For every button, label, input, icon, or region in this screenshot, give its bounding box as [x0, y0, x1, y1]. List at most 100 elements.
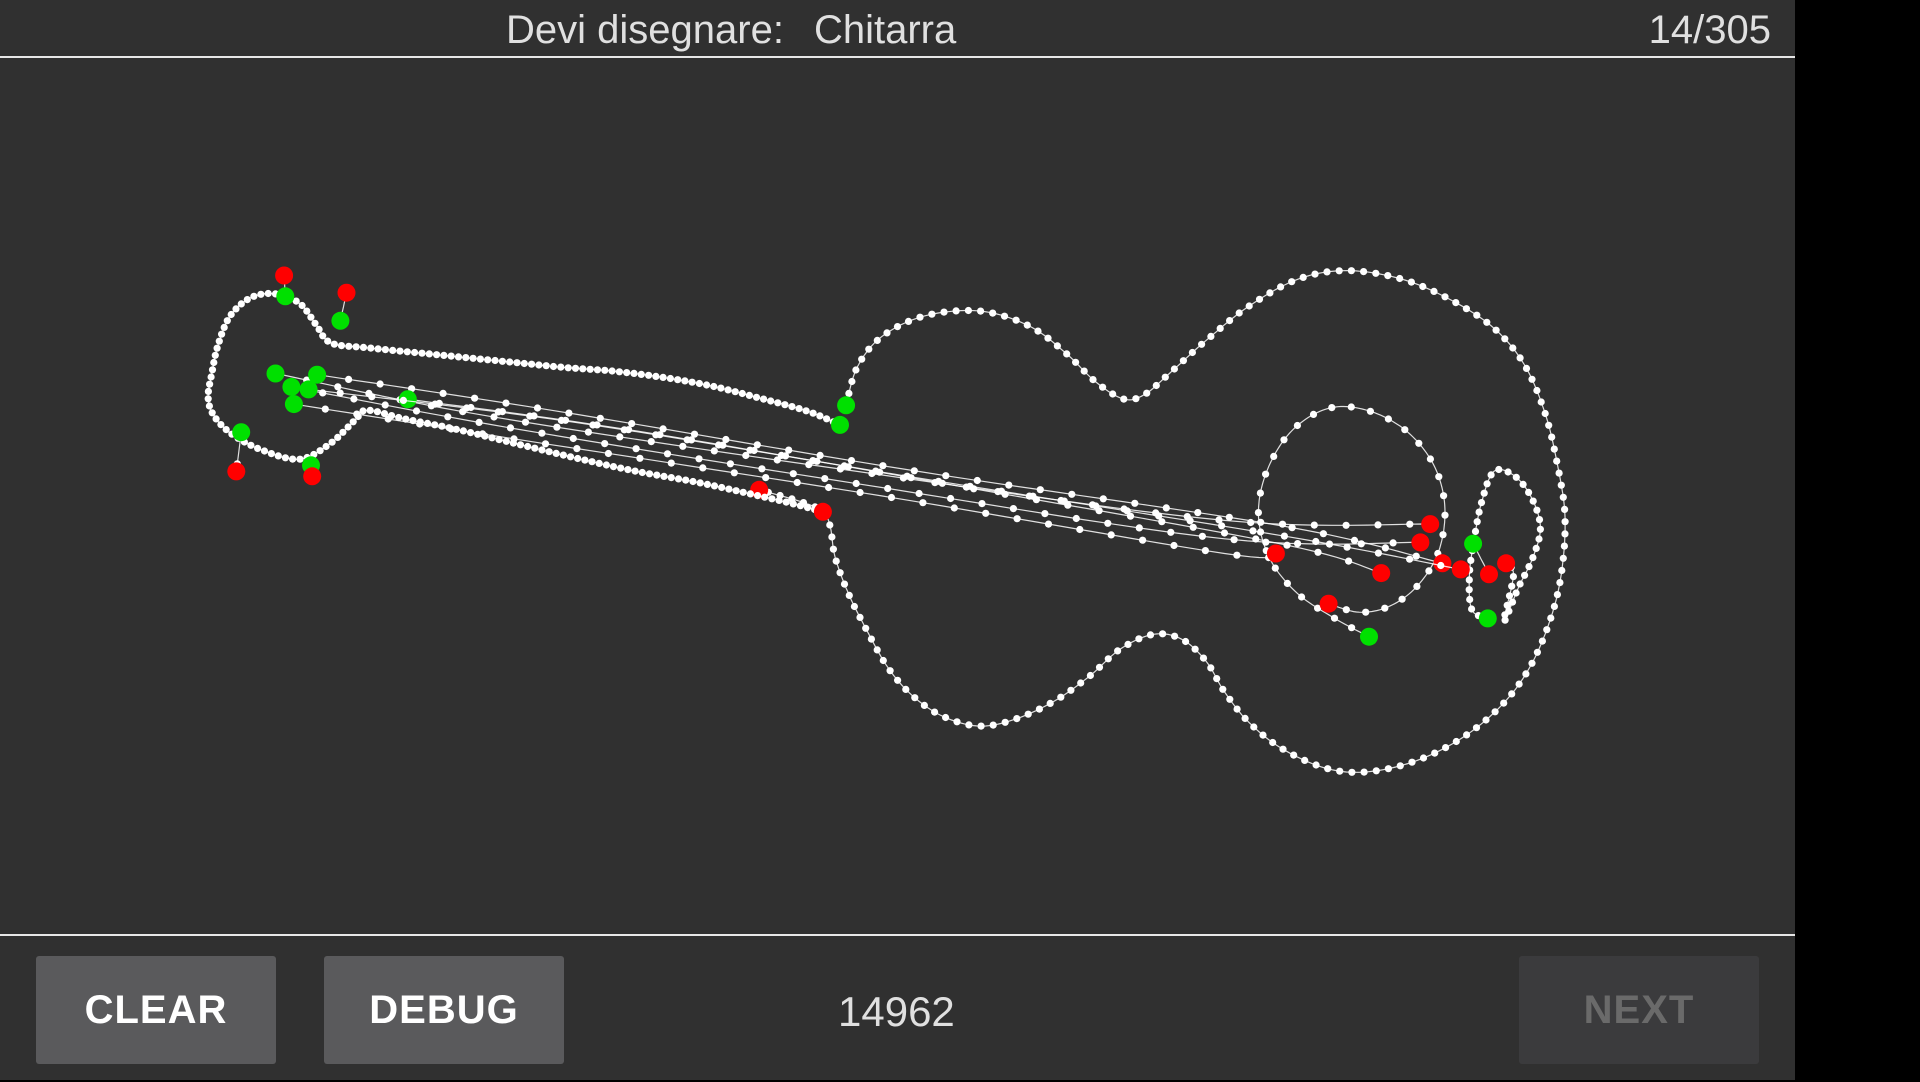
- stroke-neck-outline-point: [220, 323, 228, 331]
- stroke-string-4-point: [1170, 541, 1178, 550]
- stroke-neck-outline-point: [774, 399, 782, 407]
- stroke-body-upper-point: [1241, 714, 1249, 723]
- stroke-body-upper-point: [1561, 505, 1569, 513]
- stroke-bridge-point: [1466, 595, 1474, 604]
- stroke-string-6: [299, 380, 1470, 579]
- stroke-body-upper-point: [1023, 321, 1031, 329]
- stroke-string-10-end-marker: [303, 467, 322, 486]
- stroke-neck-outline-point: [222, 426, 230, 434]
- stroke-body-upper-point: [1182, 637, 1190, 646]
- stroke-string-1-point: [710, 447, 718, 455]
- stroke-sound-hole-point: [1398, 595, 1406, 603]
- stroke-body-upper-point: [904, 317, 913, 325]
- stroke-string-2-point: [1041, 510, 1049, 518]
- stroke-body-upper-point: [1279, 745, 1287, 753]
- stroke-body-upper-point: [902, 685, 910, 694]
- stroke-bridge-point: [1473, 518, 1481, 526]
- stroke-neck-outline-point: [516, 441, 525, 449]
- stroke-body-upper-point: [1013, 715, 1021, 723]
- stroke-body-upper-point: [1372, 767, 1380, 775]
- stroke-body-upper-point: [1543, 626, 1551, 634]
- stroke-body-upper-point: [989, 309, 997, 317]
- stroke-body-upper-point: [1558, 566, 1566, 575]
- stroke-neck-outline-point: [345, 342, 353, 350]
- stroke-string-6-point: [494, 408, 502, 416]
- stroke-neck-outline-point: [637, 370, 645, 378]
- stroke-string-1-point: [553, 423, 561, 431]
- stroke-body-upper-point: [1001, 718, 1009, 726]
- stroke-string-6-point: [368, 393, 376, 401]
- stroke-string-5-point: [1189, 523, 1197, 531]
- stroke-string-2-point: [726, 460, 735, 468]
- stroke-neck-outline-point: [260, 447, 269, 455]
- stroke-string-4-line: [293, 403, 1276, 559]
- stroke-sound-hole-point: [1314, 604, 1322, 612]
- stroke-body-upper-point: [1557, 481, 1565, 489]
- stroke-string-5-line: [407, 398, 1382, 574]
- stroke-string-3-point: [345, 375, 353, 383]
- stroke-neck-outline-point: [289, 455, 297, 463]
- stroke-sound-hole-point: [1413, 582, 1421, 591]
- stroke-body-upper-point: [1323, 268, 1331, 276]
- stroke-neck-outline-point: [703, 480, 712, 488]
- stroke-string-2-point: [569, 434, 577, 443]
- stroke-sound-hole-point: [1348, 624, 1356, 632]
- stroke-body-upper-point: [931, 708, 939, 716]
- stroke-body-upper-point: [1473, 311, 1481, 319]
- stroke-string-3-point: [816, 451, 824, 459]
- stroke-body-upper-point: [1124, 640, 1132, 649]
- stroke-neck-outline-point: [608, 367, 616, 375]
- stroke-string-6-point: [934, 477, 943, 485]
- stroke-neck-outline-point: [667, 474, 675, 482]
- stroke-string-6-point: [683, 436, 691, 444]
- stroke-string-5-point: [1126, 512, 1135, 520]
- stroke-body-upper-point: [1120, 395, 1128, 403]
- stroke-body-upper-point: [989, 721, 997, 729]
- drawing-svg[interactable]: [0, 58, 1795, 934]
- stroke-bridge: [1465, 465, 1544, 628]
- stroke-neck-outline-point: [752, 393, 761, 401]
- stroke-neck-outline-point: [688, 378, 696, 386]
- stroke-neck-outline-point: [324, 337, 332, 345]
- stroke-neck-outline-point: [630, 369, 638, 377]
- stroke-string-4-point: [1044, 520, 1053, 528]
- stroke-neck-outline-point: [645, 371, 653, 379]
- stroke-string-6-point: [1123, 507, 1131, 515]
- stroke-string-6-point: [1029, 492, 1037, 500]
- stroke-neck-outline-point: [403, 348, 411, 356]
- stroke-string-6-point: [715, 441, 723, 449]
- stroke-neck-outline-point: [316, 447, 324, 455]
- stroke-string-4-point: [887, 493, 896, 502]
- stroke-body-upper-point: [1561, 518, 1569, 526]
- stroke-body-upper-point: [1555, 469, 1563, 477]
- stroke-neck-outline-point: [520, 359, 528, 368]
- stroke-neck-outline-point: [746, 490, 755, 498]
- stroke-neck-outline-point: [782, 498, 790, 506]
- stroke-body-upper-point: [1533, 386, 1541, 395]
- stroke-body-upper-point: [1089, 376, 1097, 384]
- stroke-string-3-line: [317, 374, 1443, 564]
- debug-button[interactable]: DEBUG: [324, 956, 564, 1064]
- stroke-body-upper-point: [1556, 579, 1564, 587]
- stroke-neck-outline-point: [549, 362, 558, 371]
- stroke-string-6-point: [526, 412, 534, 420]
- stroke-string-9-end-marker: [227, 462, 246, 481]
- stroke-string-6-point: [1186, 517, 1194, 525]
- stroke-bridge-point: [1504, 468, 1512, 476]
- stroke-string-6-point: [336, 389, 344, 397]
- next-button[interactable]: NEXT: [1519, 956, 1759, 1064]
- stroke-body-upper-point: [1199, 654, 1208, 662]
- stroke-string-3-point: [1381, 544, 1389, 552]
- drawing-canvas[interactable]: [0, 58, 1795, 934]
- stroke-neck-outline-point: [767, 397, 775, 405]
- stroke-neck-outline-point: [703, 381, 711, 389]
- stroke-neck-outline-point: [768, 495, 776, 503]
- stroke-string-3-point: [565, 409, 573, 417]
- score-value: 14962: [838, 988, 955, 1035]
- clear-button[interactable]: CLEAR: [36, 956, 276, 1064]
- stroke-string-2-point: [475, 418, 483, 426]
- stroke-neck-outline-point: [303, 307, 311, 315]
- stroke-body-upper-point: [977, 307, 985, 315]
- stroke-string-6-end-marker: [1451, 560, 1470, 579]
- stroke-string-4-end-marker: [1266, 544, 1285, 563]
